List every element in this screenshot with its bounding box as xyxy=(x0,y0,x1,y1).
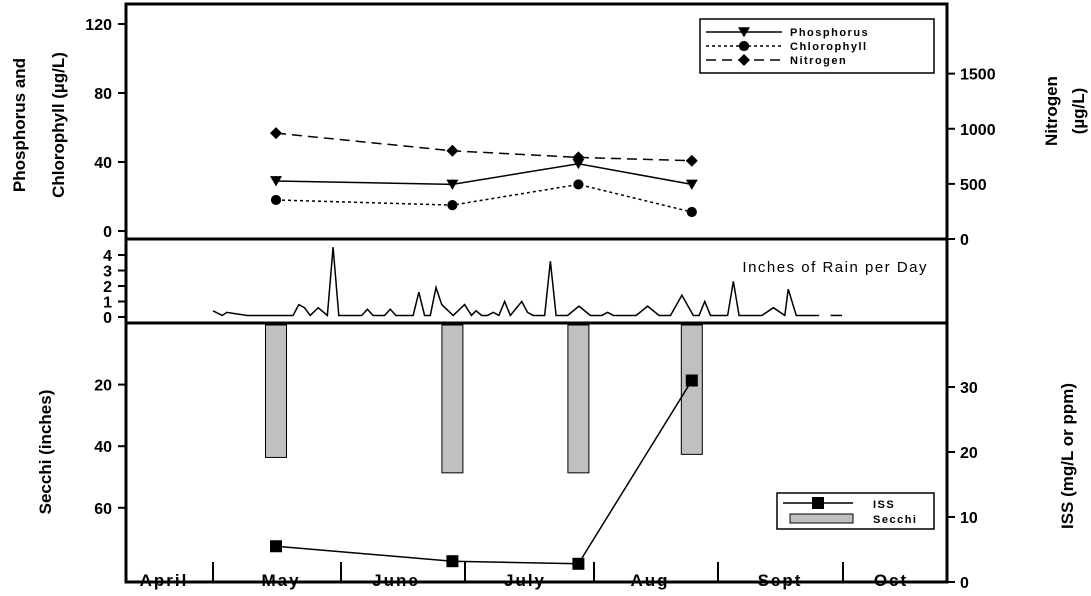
iss-y-tick-label: 0 xyxy=(960,575,969,592)
legend-marker-chlorophyll xyxy=(738,40,750,52)
y-tick-label: 120 xyxy=(85,17,112,34)
secchi-bar xyxy=(567,324,590,474)
data-point-nitrogen xyxy=(270,127,282,140)
legend-swatch-secchi xyxy=(789,513,854,524)
data-point-nitrogen xyxy=(446,144,459,157)
secchi-axis-label: Secchi (inches) xyxy=(36,390,55,515)
iss-data-point xyxy=(685,374,698,387)
y2-axis-label-line2: (µg/L) xyxy=(1069,88,1088,135)
secchi-bar xyxy=(441,324,464,474)
mid-panel-frame xyxy=(124,237,949,325)
bottom-legend: ISS Secchi xyxy=(776,492,935,530)
month-label-oct: Oct xyxy=(874,571,908,590)
iss-data-point xyxy=(270,540,282,553)
legend-label-chlorophyll: Chlorophyll xyxy=(790,41,868,53)
iss-y-tick-label: 30 xyxy=(960,380,978,397)
month-label-july: July xyxy=(504,571,546,590)
secchi-y-tick-label: 40 xyxy=(94,439,112,456)
legend-marker-phosphorus xyxy=(738,27,750,38)
legend-label-secchi: Secchi xyxy=(873,514,917,526)
rain-series-line xyxy=(212,247,820,317)
iss-data-point xyxy=(446,555,459,568)
series-line-chlorophyll xyxy=(275,183,692,213)
rain-y-tick-label: 4 xyxy=(103,248,112,265)
iss-axis-label: ISS (mg/L or ppm) xyxy=(1058,383,1077,529)
legend-marker-iss xyxy=(812,497,824,509)
rain-y-tick-label: 0 xyxy=(103,310,112,327)
y2-tick-label: 500 xyxy=(960,177,987,194)
y2-tick-label: 0 xyxy=(960,232,969,249)
legend-marker-nitrogen xyxy=(738,54,750,66)
data-point-phosphorus xyxy=(572,158,585,170)
top-legend: Phosphorus Chlorophyll Nitrogen xyxy=(699,18,935,74)
rain-title: Inches of Rain per Day xyxy=(742,259,928,276)
data-point-chlorophyll xyxy=(573,179,584,190)
secchi-y-tick-label: 20 xyxy=(94,378,112,395)
iss-data-point xyxy=(572,557,585,570)
y-axis-label-line1: Phosphorus and xyxy=(10,58,29,192)
month-label-sept: Sept xyxy=(758,571,803,590)
data-point-nitrogen xyxy=(685,154,698,167)
iss-series-line xyxy=(275,380,693,565)
nutrient-panel: 0 40 80 120 0 500 1000 1500 Phosphorus and Chloro… xyxy=(10,2,1088,249)
month-label-may: May xyxy=(261,571,300,590)
month-label-aug: Aug xyxy=(630,571,669,590)
series-line-phosphorus xyxy=(275,162,692,186)
rain-y-tick-label: 3 xyxy=(103,264,112,281)
y-axis-label-line2: Chlorophyll (µg/L) xyxy=(49,52,68,198)
legend-label-iss: ISS xyxy=(873,499,895,511)
y-tick-label: 40 xyxy=(94,155,112,172)
secchi-bar xyxy=(265,324,287,458)
data-point-chlorophyll xyxy=(447,200,458,211)
secchi-bar xyxy=(680,324,703,455)
y-tick-label: 0 xyxy=(103,224,112,241)
data-point-phosphorus xyxy=(685,179,698,190)
y2-tick-label: 1000 xyxy=(960,122,996,139)
y2-tick-label: 1500 xyxy=(960,67,996,84)
bottom-panel-frame xyxy=(124,321,949,584)
month-axis: April May June July Aug Sept Oct xyxy=(140,562,908,590)
y2-axis-label-line1: Nitrogen xyxy=(1042,76,1061,146)
secchi-iss-panel: 20 40 60 0 10 20 30 Secchi (inches) ISS (mg/L or… xyxy=(36,321,1077,592)
data-point-phosphorus xyxy=(270,176,282,187)
month-label-april: April xyxy=(140,571,189,590)
secchi-y-tick-label: 60 xyxy=(94,501,112,518)
rain-y-tick-label: 2 xyxy=(103,279,112,296)
legend-label-nitrogen: Nitrogen xyxy=(790,55,847,67)
legend-label-phosphorus: Phosphorus xyxy=(790,27,869,39)
iss-y-tick-label: 20 xyxy=(960,445,978,462)
data-point-chlorophyll xyxy=(270,194,282,206)
rain-y-tick-label: 1 xyxy=(103,295,112,312)
month-label-june: June xyxy=(372,571,420,590)
data-point-phosphorus xyxy=(446,179,459,190)
data-point-chlorophyll xyxy=(686,206,697,218)
y-tick-label: 80 xyxy=(94,86,112,103)
data-point-nitrogen xyxy=(572,151,585,164)
iss-y-tick-label: 10 xyxy=(960,510,978,527)
series-line-nitrogen xyxy=(275,132,692,162)
